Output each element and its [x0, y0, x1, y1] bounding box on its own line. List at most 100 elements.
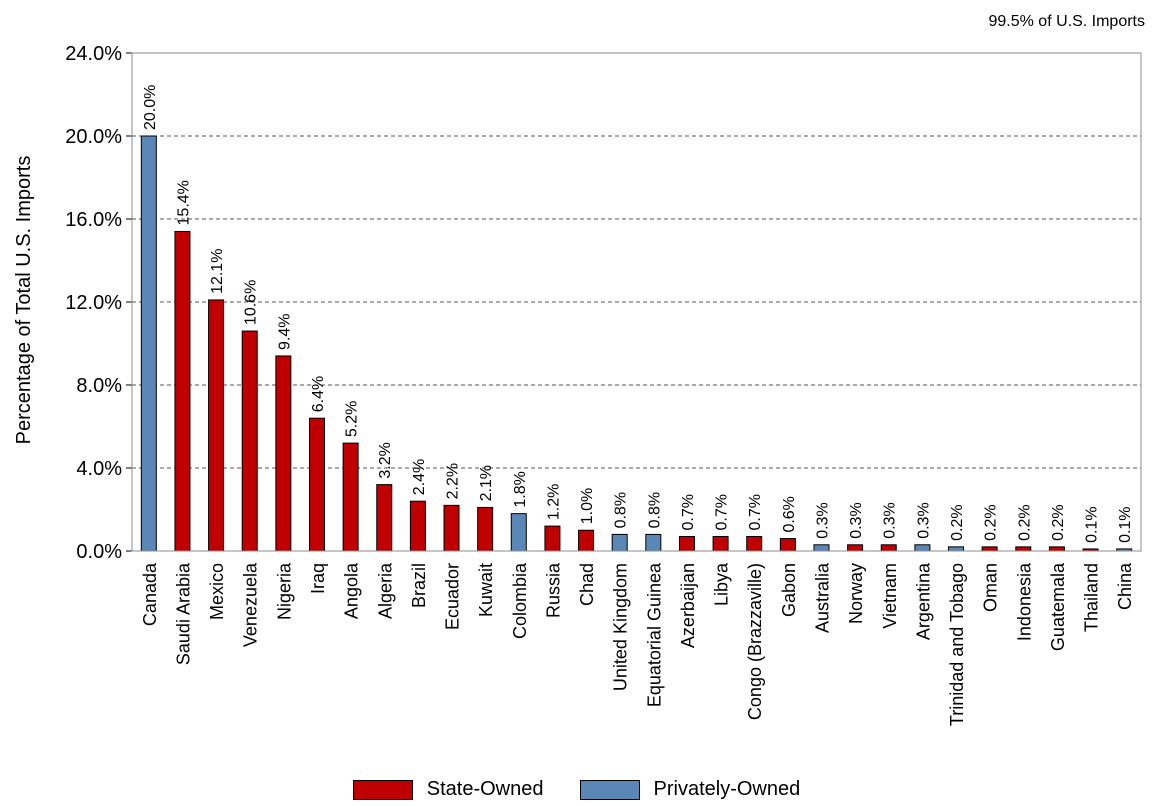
x-tick-label: Colombia [510, 562, 530, 639]
data-label: 1.2% [545, 484, 562, 520]
x-tick-label: Libya [712, 562, 732, 606]
x-tick-label: Equatorial Guinea [644, 562, 664, 707]
bar [678, 535, 695, 552]
x-tick-label: Argentina [913, 562, 933, 640]
bar [948, 546, 965, 552]
bar [308, 417, 325, 552]
data-label: 0.2% [1016, 504, 1033, 540]
bar [443, 504, 460, 552]
legend-label-state-owned: State-Owned [426, 778, 544, 800]
x-tick-label: Venezuela [241, 562, 261, 647]
x-tick-label: China [1115, 562, 1135, 610]
y-tick-label: 0.0% [76, 541, 122, 563]
x-tick-label: Canada [140, 562, 160, 626]
bar [208, 299, 225, 552]
data-label: 0.7% [747, 494, 764, 530]
bar [981, 546, 998, 552]
x-tick-label: Thailand [1082, 563, 1102, 632]
data-label: 0.3% [915, 502, 932, 538]
bar [746, 535, 763, 552]
bar [813, 544, 830, 552]
x-tick-label: Gabon [779, 563, 799, 617]
x-tick-label: Indonesia [1014, 562, 1034, 641]
x-axis-categories: Canada Saudi Arabia Mexico Venezuela Nigeria… [132, 550, 1141, 726]
data-label: 0.8% [646, 492, 663, 528]
data-label: 0.8% [613, 492, 630, 528]
x-tick-label: Russia [543, 562, 563, 618]
y-tick-label: 4.0% [76, 458, 122, 480]
data-label: 3.2% [377, 442, 394, 478]
y-tick-label: 8.0% [76, 375, 122, 397]
plot-frame [131, 52, 1142, 552]
data-label: 9.4% [276, 313, 293, 349]
bar [376, 484, 393, 552]
x-tick-label: Vietnam [880, 563, 900, 629]
x-tick-label: Azerbaijan [678, 563, 698, 648]
bar [1048, 546, 1065, 552]
bar [779, 538, 796, 552]
bar [140, 135, 157, 552]
data-label: 0.3% [814, 502, 831, 538]
data-label: 0.7% [714, 494, 731, 530]
bars [140, 135, 1133, 552]
x-tick-label: Brazil [409, 563, 429, 608]
data-label: 0.2% [1050, 504, 1067, 540]
bar [611, 533, 628, 552]
data-label: 10.6% [243, 280, 260, 325]
x-tick-label: Ecuador [443, 563, 463, 630]
data-label: 20.0% [142, 85, 159, 130]
data-label: 0.2% [983, 504, 1000, 540]
x-tick-label: Guatemala [1048, 562, 1068, 651]
bar [544, 525, 561, 552]
bar [645, 533, 662, 552]
x-tick-label: Angola [342, 562, 362, 619]
y-tick-label: 20.0% [65, 126, 122, 148]
data-label: 0.2% [949, 504, 966, 540]
bar [914, 544, 931, 552]
bar [342, 442, 359, 552]
y-axis-ticks: 0.0% 4.0% 8.0% 12.0% 16.0% 20.0% 24.0% [65, 43, 133, 563]
data-label: 2.4% [411, 459, 428, 495]
state-owned-swatch [352, 779, 413, 800]
data-label: 2.1% [478, 465, 495, 501]
bar [477, 506, 494, 552]
x-tick-label: Australia [812, 562, 832, 633]
data-label: 0.3% [882, 502, 899, 538]
y-axis-label: Percentage of Total U.S. Imports [13, 156, 35, 445]
data-label: 1.8% [512, 471, 529, 507]
data-label: 0.7% [680, 494, 697, 530]
bar [712, 535, 729, 552]
x-tick-label: Congo (Brazzaville) [745, 563, 765, 720]
x-tick-label: Trinidad and Tobago [947, 563, 967, 726]
legend: State-Owned Privately-Owned [0, 778, 1153, 801]
x-tick-label: Kuwait [476, 563, 496, 617]
data-label: 1.0% [579, 488, 596, 524]
data-label: 15.4% [175, 180, 192, 225]
x-tick-label: Iraq [308, 563, 328, 594]
data-label: 0.1% [1117, 506, 1134, 542]
bar [1015, 546, 1032, 552]
data-label: 2.2% [445, 463, 462, 499]
legend-label-privately-owned: Privately-Owned [653, 778, 801, 800]
legend-item-state-owned: State-Owned [352, 778, 544, 801]
x-tick-label: Oman [981, 563, 1001, 612]
data-label: 0.3% [848, 502, 865, 538]
y-tick-label: 16.0% [65, 209, 122, 231]
chart-subtitle: 99.5% of U.S. Imports [988, 13, 1145, 30]
bar [847, 544, 864, 552]
privately-owned-swatch [579, 779, 640, 800]
data-label: 12.1% [209, 249, 226, 294]
x-tick-label: Saudi Arabia [173, 562, 193, 665]
x-tick-label: Norway [846, 563, 866, 624]
bar [578, 529, 595, 552]
gridlines [132, 135, 1141, 469]
bar [880, 544, 897, 552]
x-tick-label: Mexico [207, 563, 227, 620]
bar [510, 513, 527, 552]
x-tick-label: United Kingdom [611, 563, 631, 691]
x-tick-label: Algeria [375, 562, 395, 619]
legend-item-privately-owned: Privately-Owned [579, 778, 801, 801]
y-tick-label: 24.0% [65, 43, 122, 65]
data-label: 0.1% [1084, 506, 1101, 542]
x-tick-label: Chad [577, 563, 597, 606]
